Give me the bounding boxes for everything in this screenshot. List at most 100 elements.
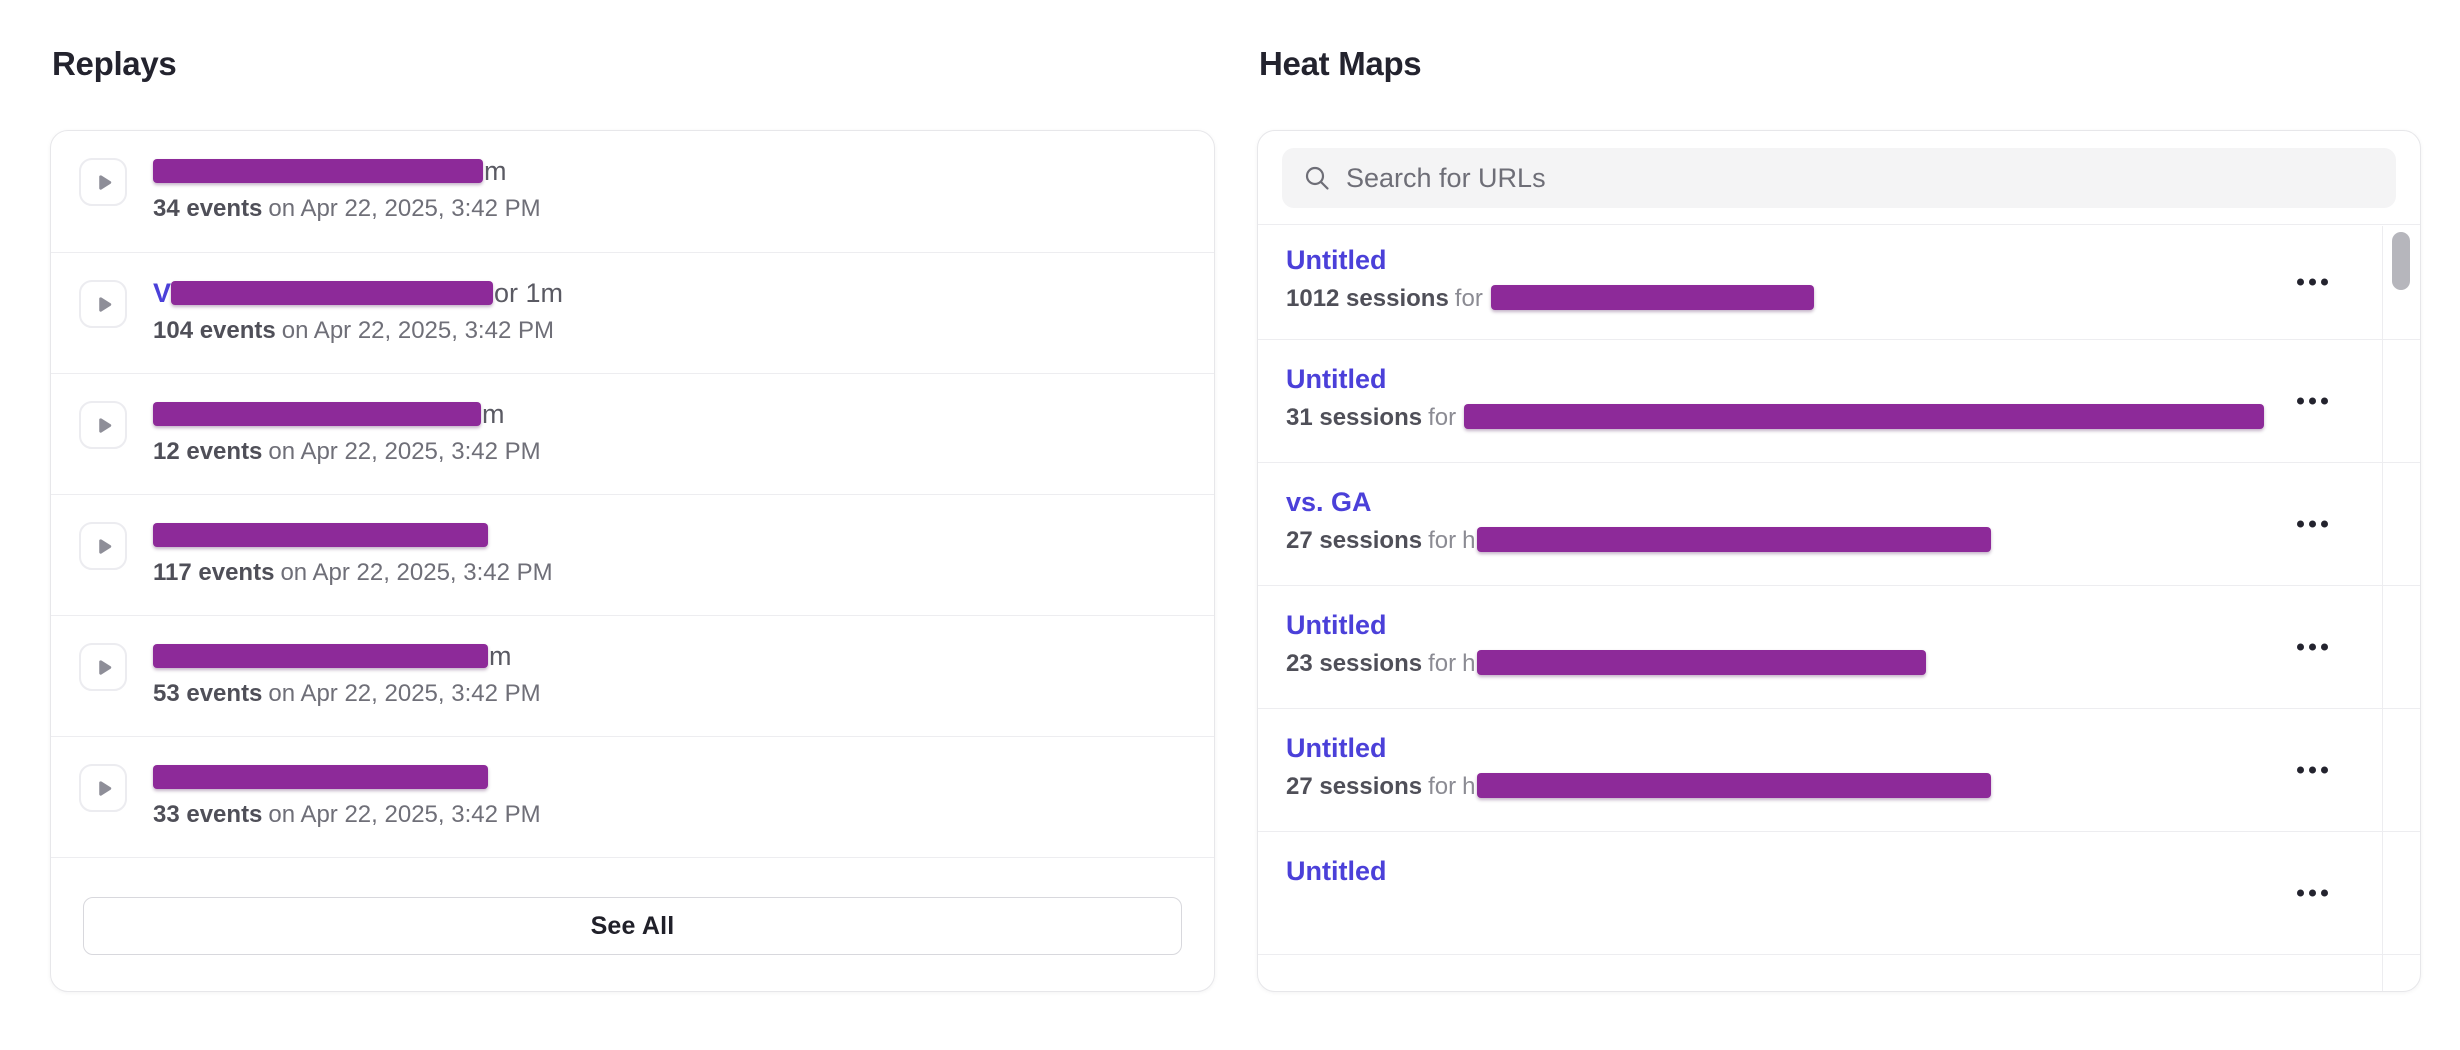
ellipsis-icon	[2297, 766, 2304, 774]
scrollbar-thumb[interactable]	[2392, 232, 2410, 290]
heatmap-session-line: 1012 sessions for	[1286, 284, 2324, 314]
replay-timestamp: on Apr 22, 2025, 3:42 PM	[280, 559, 553, 586]
replay-title: m	[153, 156, 541, 187]
more-options-button[interactable]	[2293, 759, 2332, 782]
heatmap-list-item: Untitled 23 sessions for h	[1258, 585, 2420, 708]
heatmap-list-item: Untitled	[1258, 831, 2420, 954]
play-button[interactable]	[79, 401, 127, 449]
more-options-button[interactable]	[2293, 513, 2332, 536]
replay-info: 117 events on Apr 22, 2025, 3:42 PM	[153, 520, 553, 588]
heatmap-list-item: Untitled	[1258, 954, 2420, 989]
play-icon	[99, 780, 112, 796]
ellipsis-icon	[2309, 278, 2316, 286]
replays-section: Replays m 34 events on Apr 22, 2025, 3:42…	[50, 46, 1215, 992]
redacted-url	[1477, 650, 1927, 675]
ellipsis-icon	[2297, 520, 2304, 528]
heatmaps-list: Untitled 1012 sessions for Untitled 31 se…	[1258, 225, 2420, 989]
ellipsis-icon	[2297, 889, 2304, 897]
ellipsis-icon	[2309, 643, 2316, 651]
for-label: for	[1428, 650, 1457, 677]
replay-timestamp: on Apr 22, 2025, 3:42 PM	[281, 317, 554, 344]
scrollbar-track[interactable]	[2382, 226, 2420, 991]
redacted-visitor-name	[153, 159, 483, 183]
ellipsis-icon	[2297, 643, 2304, 651]
replay-timestamp: on Apr 22, 2025, 3:42 PM	[268, 438, 541, 465]
play-icon	[99, 174, 112, 190]
search-urls-input[interactable]	[1282, 148, 2396, 208]
replay-title: m	[153, 641, 541, 672]
heatmap-session-line: 23 sessions for h	[1286, 649, 2324, 679]
event-count: 12 events	[153, 438, 263, 465]
replay-list-item: m 34 events on Apr 22, 2025, 3:42 PM	[51, 131, 1214, 252]
play-button[interactable]	[79, 522, 127, 570]
replay-info: 33 events on Apr 22, 2025, 3:42 PM	[153, 762, 541, 830]
replay-timestamp: on Apr 22, 2025, 3:42 PM	[268, 680, 541, 707]
see-all-button[interactable]: See All	[83, 897, 1182, 955]
replay-meta: 53 events on Apr 22, 2025, 3:42 PM	[153, 679, 541, 709]
heatmap-name-link[interactable]: vs. GA	[1286, 487, 1372, 517]
more-options-button[interactable]	[2293, 271, 2332, 294]
ellipsis-icon	[2309, 397, 2316, 405]
event-count: 33 events	[153, 801, 263, 828]
redacted-visitor-name	[153, 402, 481, 426]
redacted-url	[1477, 773, 1992, 798]
heatmaps-search-area	[1258, 131, 2420, 225]
play-button[interactable]	[79, 643, 127, 691]
play-button[interactable]	[79, 764, 127, 812]
replay-meta: 12 events on Apr 22, 2025, 3:42 PM	[153, 437, 541, 467]
visitor-name-link[interactable]: V	[153, 278, 172, 308]
replay-title	[153, 762, 541, 793]
replay-info: m 53 events on Apr 22, 2025, 3:42 PM	[153, 641, 541, 709]
replay-list-item: m 12 events on Apr 22, 2025, 3:42 PM	[51, 373, 1214, 494]
more-options-button[interactable]	[2293, 390, 2332, 413]
replay-timestamp: on Apr 22, 2025, 3:42 PM	[268, 801, 541, 828]
replays-footer: See All	[51, 857, 1214, 991]
redacted-url	[1477, 527, 1992, 552]
ellipsis-icon	[2321, 766, 2328, 774]
redacted-url	[1490, 285, 1814, 310]
for-label: for	[1454, 285, 1483, 312]
ellipsis-icon	[2309, 520, 2316, 528]
play-button[interactable]	[79, 280, 127, 328]
more-options-button[interactable]	[2293, 882, 2332, 905]
replay-list-item: m 53 events on Apr 22, 2025, 3:42 PM	[51, 615, 1214, 736]
url-fragment: h	[1462, 650, 1476, 677]
heatmap-name-link[interactable]: Untitled	[1286, 733, 1387, 763]
play-icon	[99, 538, 112, 554]
replay-info: m 34 events on Apr 22, 2025, 3:42 PM	[153, 156, 541, 224]
heatmap-name-link[interactable]: Untitled	[1286, 364, 1387, 394]
ellipsis-icon	[2297, 397, 2304, 405]
url-fragment: h	[1462, 773, 1476, 800]
play-button[interactable]	[79, 158, 127, 206]
visit-duration-text: m	[482, 399, 505, 429]
search-icon	[1305, 166, 1329, 190]
heatmap-name-link[interactable]: Untitled	[1286, 986, 1387, 989]
replay-title	[153, 520, 553, 551]
redacted-visitor-name	[153, 644, 488, 668]
heatmap-list-item: Untitled 1012 sessions for	[1258, 225, 2420, 339]
ellipsis-icon	[2321, 397, 2328, 405]
session-count: 23 sessions	[1286, 650, 1423, 677]
session-count: 31 sessions	[1286, 404, 1423, 431]
replays-title: Replays	[52, 45, 177, 82]
replay-title: m	[153, 399, 541, 430]
heatmap-name-link[interactable]: Untitled	[1286, 610, 1387, 640]
redacted-visitor-name	[153, 765, 488, 789]
replay-list-item: 117 events on Apr 22, 2025, 3:42 PM	[51, 494, 1214, 615]
replay-meta: 34 events on Apr 22, 2025, 3:42 PM	[153, 194, 541, 224]
play-icon	[99, 659, 112, 675]
visit-duration-text: m	[489, 641, 512, 671]
heatmap-list-item: Untitled 27 sessions for h	[1258, 708, 2420, 831]
ellipsis-icon	[2321, 889, 2328, 897]
more-options-button[interactable]	[2293, 636, 2332, 659]
heatmap-list-item: vs. GA 27 sessions for h	[1258, 462, 2420, 585]
visit-duration-text: or 1m	[494, 278, 564, 308]
heatmap-name-link[interactable]: Untitled	[1286, 856, 1387, 886]
heatmap-name-link[interactable]: Untitled	[1286, 245, 1387, 275]
ellipsis-icon	[2297, 278, 2304, 286]
